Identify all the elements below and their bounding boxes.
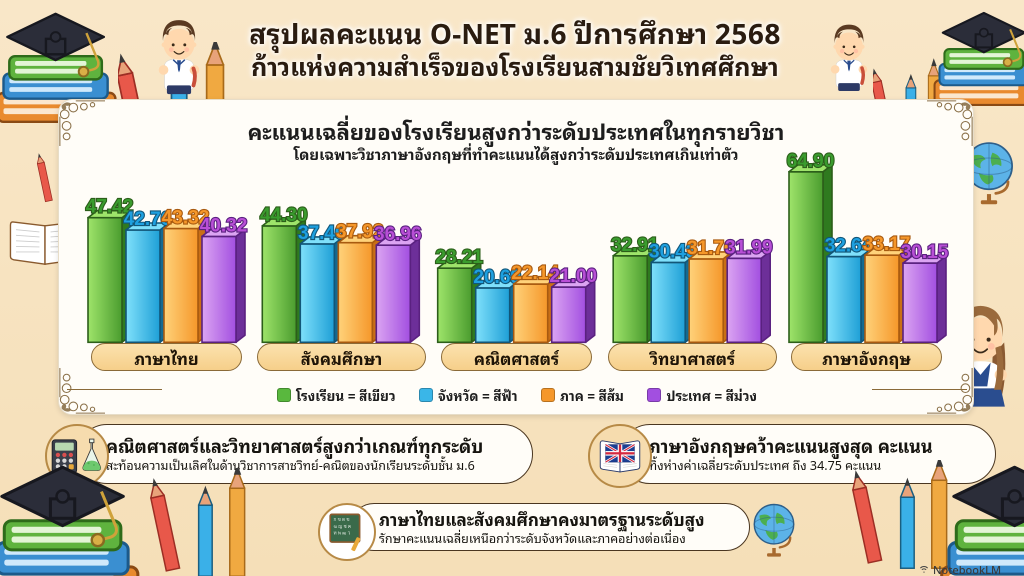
svg-text:28.21: 28.21 — [435, 247, 483, 268]
svg-text:21.00: 21.00 — [549, 266, 597, 287]
svg-text:40.32: 40.32 — [200, 215, 248, 236]
svg-text:31.99: 31.99 — [725, 237, 773, 258]
svg-text:64.90: 64.90 — [787, 151, 835, 172]
svg-text:36.96: 36.96 — [374, 224, 422, 245]
svg-text:ก ข ด ข: ก ข ด ข — [334, 517, 350, 522]
svg-text:30.15: 30.15 — [901, 242, 949, 263]
svg-text:ท พ ฒ ว: ท พ ฒ ว — [334, 531, 351, 536]
